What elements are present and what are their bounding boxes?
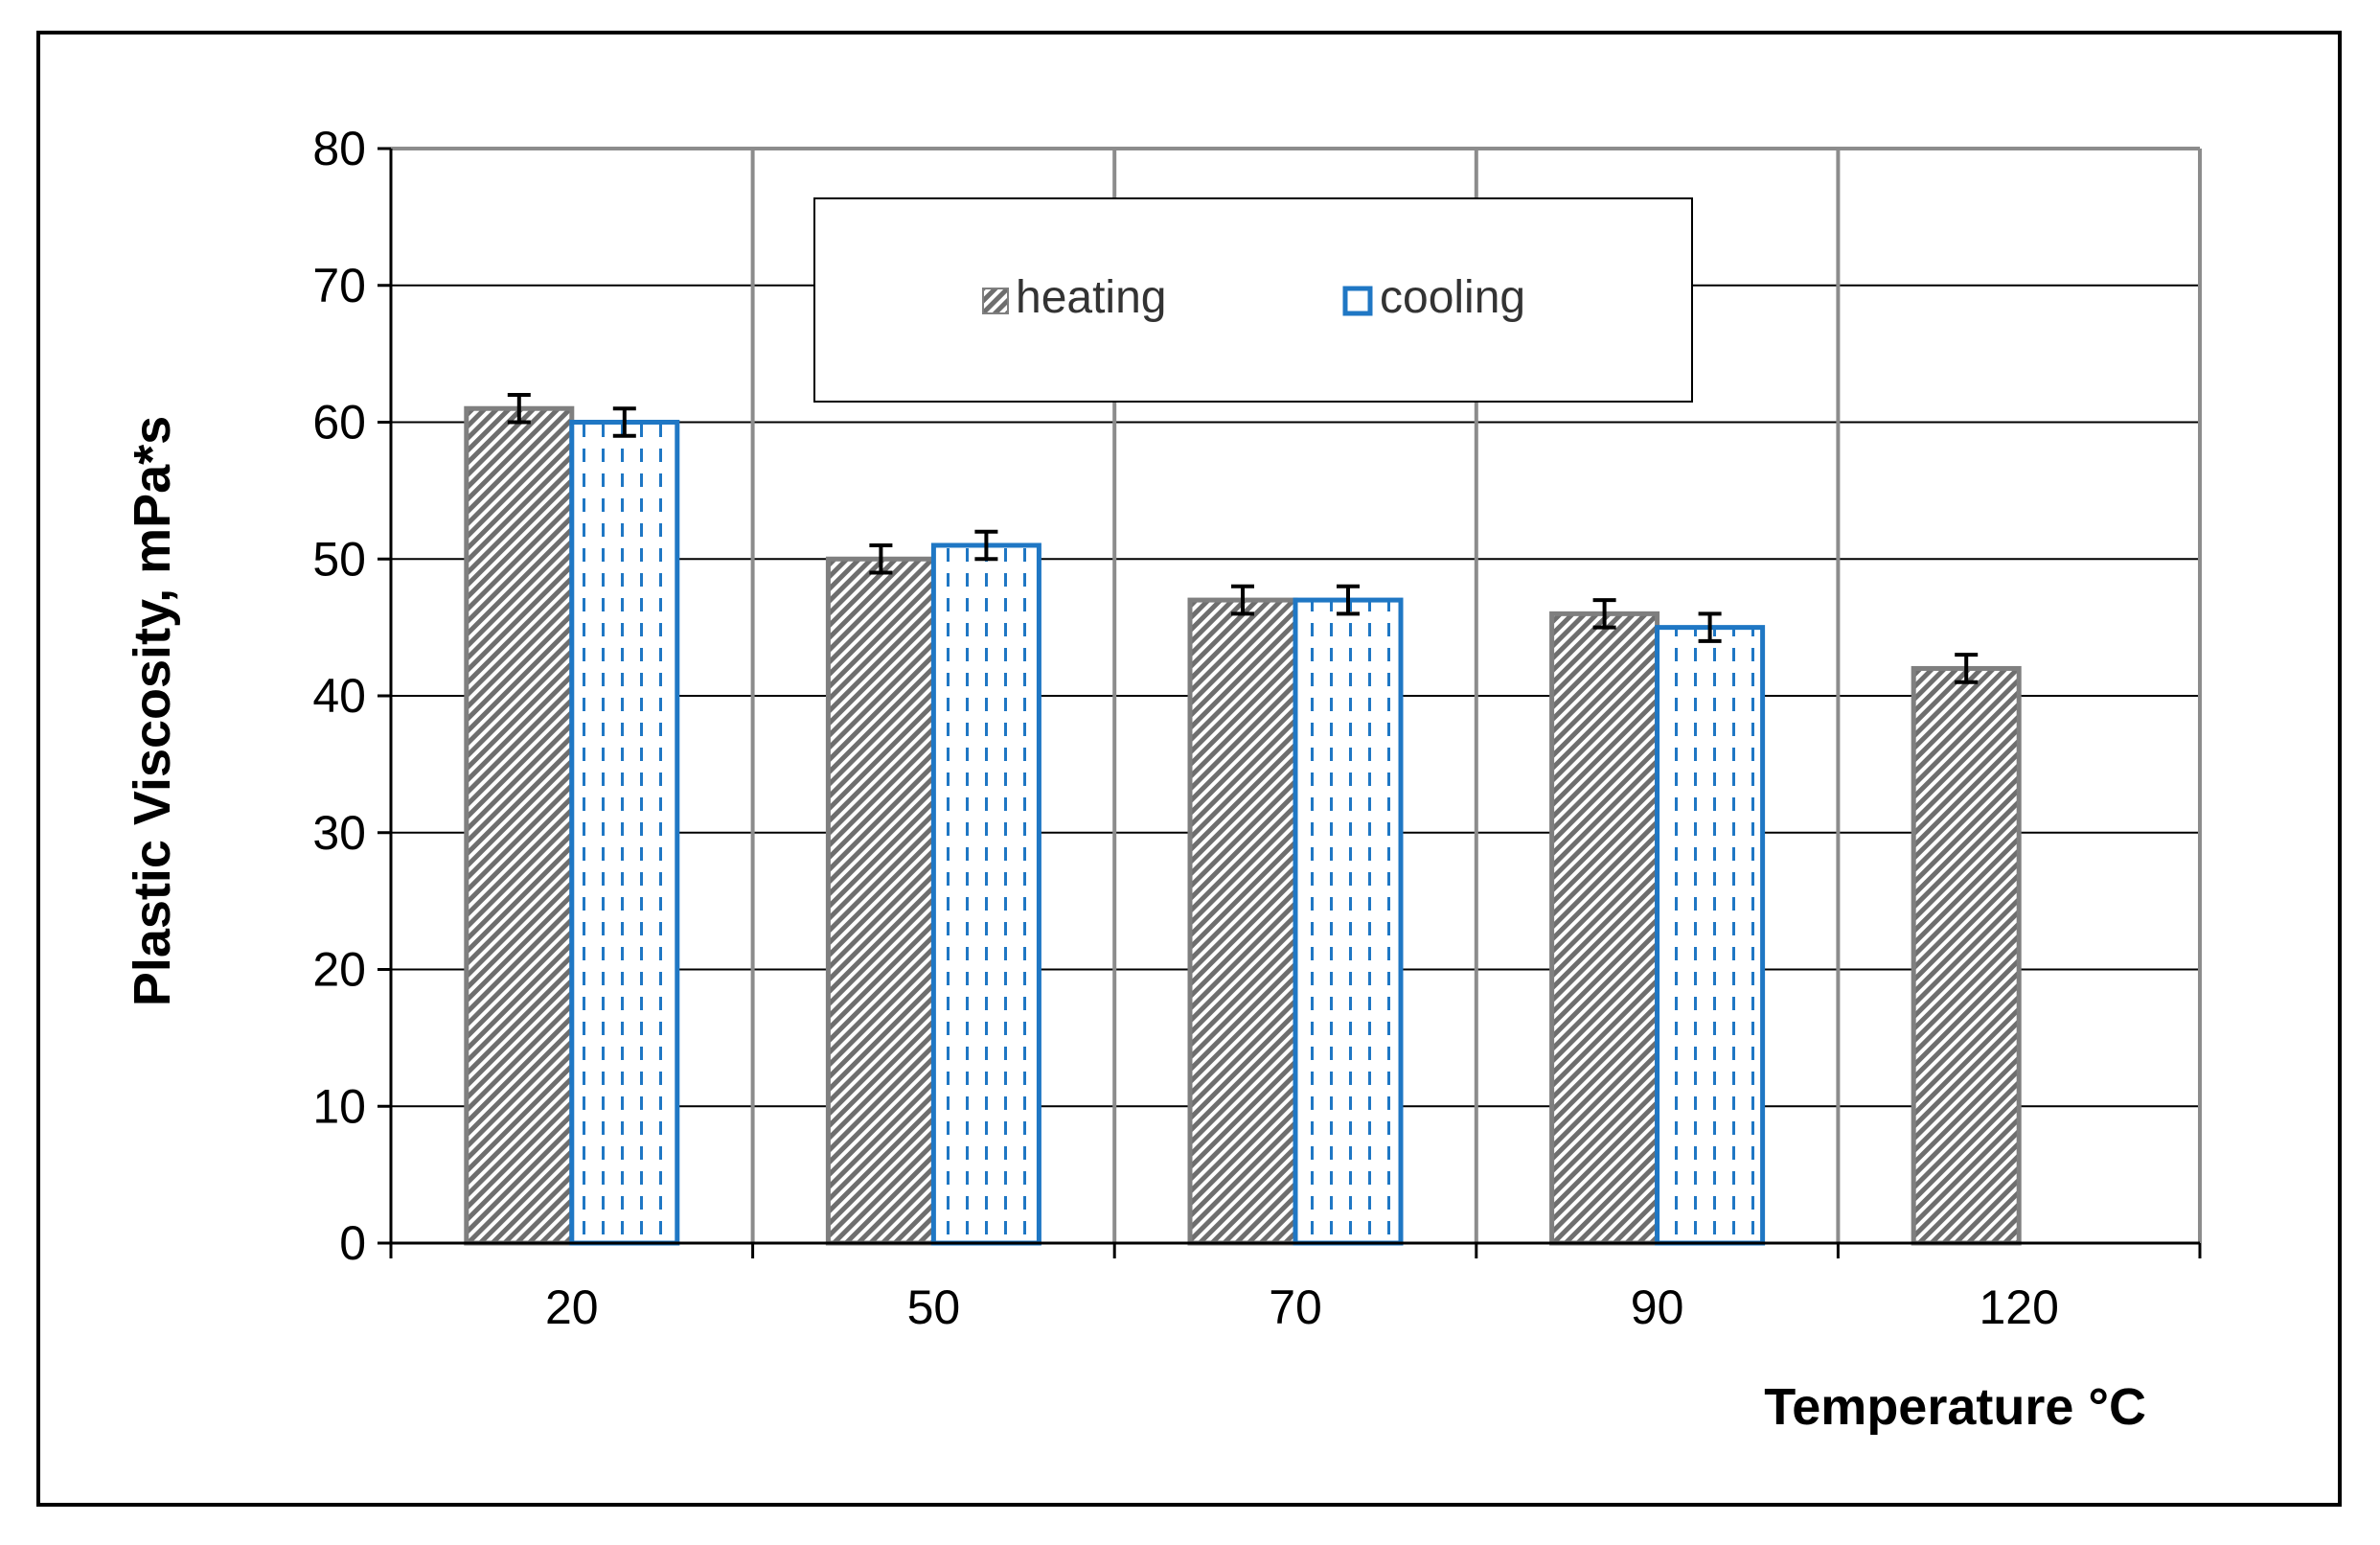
y-tick-label: 50 (312, 532, 366, 586)
tick-labels: 0 10 20 30 40 50 60 70 80 20 50 70 90 120 (312, 122, 2059, 1334)
bar-cooling-70 (1293, 597, 1404, 1246)
y-tick-label: 60 (312, 396, 366, 450)
x-axis-title: Temperature °C (1764, 1378, 2146, 1436)
y-tick-label: 40 (312, 669, 366, 723)
legend-swatch-heating (982, 288, 1009, 314)
error-bars (507, 392, 1979, 684)
legend-label-heating: heating (1016, 272, 1166, 323)
y-tick-label: 10 (312, 1079, 366, 1133)
x-tick-label: 70 (1269, 1280, 1322, 1334)
bar-cooling-90 (1655, 625, 1766, 1246)
x-tick-label: 90 (1631, 1280, 1684, 1334)
bar-cooling-50 (930, 542, 1041, 1246)
bar-heating-20 (464, 405, 575, 1246)
legend-label-cooling: cooling (1380, 272, 1525, 323)
bar-heating-90 (1549, 611, 1660, 1246)
y-tick-label: 30 (312, 806, 366, 860)
y-axis-title: Plastic Viscosity, mPa*s (124, 416, 181, 1006)
bar-heating-120 (1911, 665, 2022, 1246)
axes (378, 147, 2202, 1258)
y-tick-label: 0 (339, 1216, 366, 1270)
x-tick-label: 50 (907, 1280, 961, 1334)
bar-heating-70 (1187, 597, 1298, 1246)
bar-cooling-20 (569, 420, 680, 1246)
bar-heating-50 (825, 556, 936, 1246)
legend: heating cooling (813, 197, 1693, 403)
y-tick-label: 20 (312, 943, 366, 997)
x-tick-label: 120 (1979, 1280, 2058, 1334)
x-tick-label: 20 (545, 1280, 599, 1334)
bars (464, 405, 2022, 1246)
y-tick-label: 70 (312, 259, 366, 312)
legend-swatch-cooling (1342, 286, 1373, 316)
y-tick-label: 80 (312, 122, 366, 175)
legend-box (813, 197, 1693, 403)
